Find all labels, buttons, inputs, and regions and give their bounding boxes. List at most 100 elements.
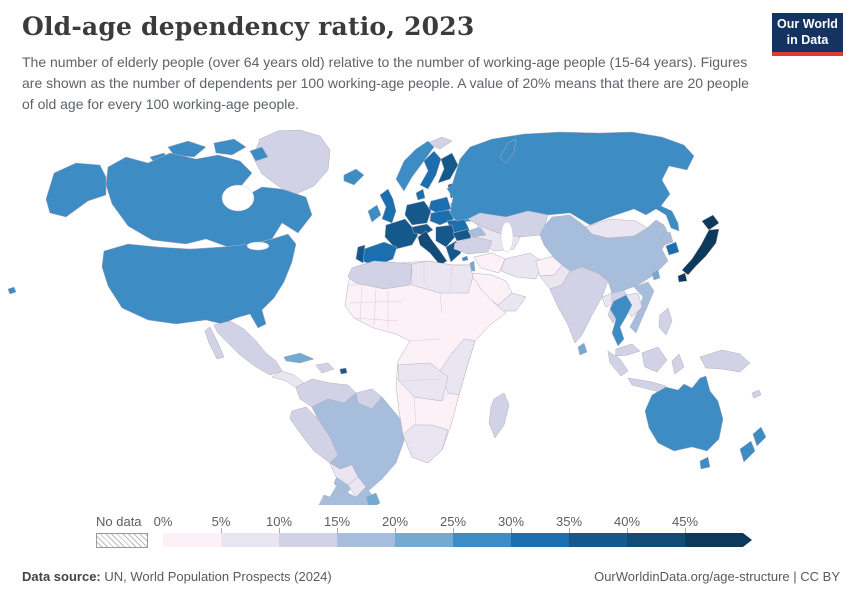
world-map [0,125,850,586]
country-france[interactable] [384,218,419,250]
legend-tick [337,528,338,533]
legend-no-data-label: No data [96,514,142,529]
legend-tick [511,528,512,533]
country-sweden[interactable] [419,150,442,190]
legend-arrow-cap [743,533,752,547]
country-portugal[interactable] [355,244,366,264]
legend-tick [685,528,686,533]
hudson-bay [221,184,255,212]
country-italy[interactable] [417,230,448,266]
country-united-kingdom[interactable] [379,188,397,224]
legend-tick [395,528,396,533]
country-canada-arctic[interactable] [249,146,269,162]
legend-tick-label: 20% [381,514,409,529]
country-iceland[interactable] [343,168,365,186]
legend-segment[interactable] [569,533,627,547]
country-canada[interactable] [105,152,313,248]
legend-segment[interactable] [279,533,337,547]
country-mongolia[interactable] [585,218,648,239]
legend-segment[interactable] [163,533,221,547]
country-novaya-zemlya[interactable] [499,138,517,164]
legend-tick [627,528,628,533]
country-alaska[interactable] [45,162,107,218]
caspian-sea [500,221,514,253]
country-canada-arctic[interactable] [213,138,247,156]
country-japan-honshu[interactable] [681,228,720,276]
legend-tick-label: 45% [671,514,699,529]
legend-tick-label: 25% [439,514,467,529]
country-brazil[interactable] [311,392,405,498]
legend-tick [279,528,280,533]
country-ireland[interactable] [367,204,382,223]
country-new-caledonia[interactable] [751,389,762,399]
data-source-value: UN, World Population Prospects (2024) [104,569,332,584]
country-southern-africa[interactable] [402,424,449,464]
country-sri-lanka[interactable] [577,342,588,356]
legend-segment[interactable] [627,533,685,547]
country-balkans[interactable] [435,224,456,248]
country-madagascar[interactable] [488,392,510,439]
legend-tick-label: 15% [323,514,351,529]
country-java[interactable] [627,377,667,393]
choropleth-svg [7,129,767,586]
owid-logo-line2: in Data [786,32,829,47]
country-borneo[interactable] [641,346,668,373]
country-alpine-states[interactable] [411,223,434,236]
legend-tick-label: 10% [265,514,293,529]
country-south-korea[interactable] [665,241,680,256]
chart-subtitle: The number of elderly people (over 64 ye… [22,54,749,112]
country-puerto-rico[interactable] [339,367,348,375]
country-thailand[interactable] [609,294,633,347]
africa-internal-borders [348,263,453,426]
legend-segment[interactable] [685,533,743,547]
country-mexico[interactable] [213,320,283,376]
country-australia[interactable] [644,375,724,452]
credit-link[interactable]: OurWorldinData.org/age-structure | CC BY [594,569,840,584]
owid-logo[interactable]: Our World in Data [772,13,843,56]
legend-segment[interactable] [221,533,279,547]
country-cuba[interactable] [283,352,315,364]
country-taiwan[interactable] [651,269,661,281]
country-cyprus[interactable] [461,255,469,262]
country-iran[interactable] [500,252,544,280]
country-sulawesi[interactable] [671,353,685,375]
country-caucasus[interactable] [467,226,487,238]
country-denmark[interactable] [415,188,426,201]
country-turkey[interactable] [453,236,493,255]
great-lakes [246,241,270,251]
country-north-korea[interactable] [659,231,674,246]
legend-tick-label: 0% [153,514,173,529]
data-source-note: Data source: UN, World Population Prospe… [22,569,332,584]
legend-segment[interactable] [511,533,569,547]
country-hispaniola[interactable] [315,362,335,374]
country-new-zealand-north[interactable] [752,426,767,447]
country-svalbard[interactable] [427,136,453,150]
country-greenland[interactable] [252,129,331,195]
country-japan-hokkaido[interactable] [701,214,720,231]
legend-segment[interactable] [337,533,395,547]
country-new-guinea[interactable] [699,349,751,373]
country-libya-egypt[interactable] [411,260,474,294]
country-tasmania[interactable] [699,456,711,470]
country-norway[interactable] [395,140,435,192]
country-sumatra[interactable] [607,350,629,377]
owid-logo-line1: Our World [777,17,838,32]
country-finland[interactable] [437,152,459,184]
country-hawaii[interactable] [7,286,17,295]
country-japan-kyushu[interactable] [677,272,688,283]
country-new-zealand-south[interactable] [739,440,756,463]
legend-tick-label: 5% [211,514,231,529]
legend-segment[interactable] [453,533,511,547]
legend-no-data-swatch[interactable] [96,533,148,548]
country-malaysia[interactable] [615,343,641,357]
legend-tick-label: 35% [555,514,583,529]
country-philippines[interactable] [658,307,673,336]
legend-tick-label: 30% [497,514,525,529]
page-title: Old-age dependency ratio, 2023 [22,12,475,41]
country-baja[interactable] [204,326,225,360]
country-germany[interactable] [404,200,432,226]
legend-segment[interactable] [395,533,453,547]
country-syria-iraq[interactable] [473,252,506,274]
country-united-states[interactable] [101,233,297,329]
